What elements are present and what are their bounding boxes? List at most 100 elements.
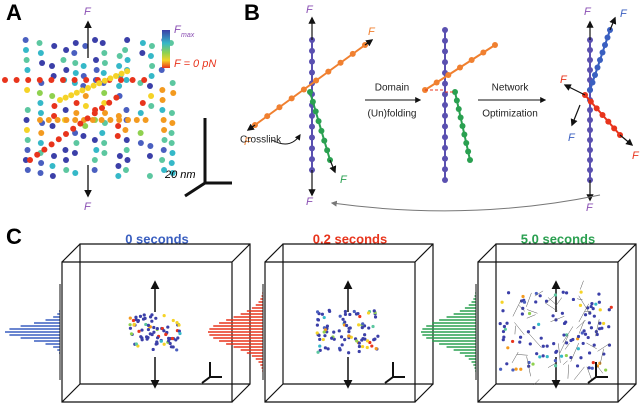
- bead: [519, 368, 522, 371]
- bead: [63, 47, 69, 53]
- bead: [149, 43, 155, 49]
- bead: [27, 157, 33, 163]
- simulation-boxes: 0 seconds0.2 seconds5.0 seconds: [5, 231, 636, 402]
- bead: [25, 167, 31, 173]
- bead: [117, 153, 123, 159]
- bead: [356, 312, 359, 315]
- bead: [175, 348, 178, 351]
- bead: [50, 173, 56, 179]
- force-label: F: [632, 150, 640, 162]
- force-label: F: [584, 6, 592, 18]
- filament: [512, 352, 518, 363]
- force-label: F: [368, 26, 376, 38]
- bead: [72, 77, 78, 83]
- bead: [546, 345, 549, 348]
- bead: [119, 71, 125, 77]
- bead: [501, 309, 504, 312]
- bead: [442, 166, 448, 172]
- bead: [116, 83, 122, 89]
- bead: [597, 57, 603, 63]
- bead: [361, 326, 364, 329]
- bead: [309, 124, 315, 130]
- bead: [587, 117, 593, 123]
- bead: [25, 147, 31, 153]
- bead: [554, 364, 557, 367]
- bead: [80, 133, 86, 139]
- filament: [597, 366, 603, 373]
- box: [265, 244, 433, 402]
- bead: [322, 338, 325, 341]
- force-label: F: [84, 6, 92, 18]
- bead: [343, 321, 346, 324]
- bead: [147, 153, 153, 159]
- bead: [347, 351, 350, 354]
- bead: [156, 342, 159, 345]
- bead: [313, 108, 319, 114]
- bead: [576, 364, 579, 367]
- bead: [523, 301, 526, 304]
- bead: [323, 330, 326, 333]
- filament: [515, 326, 516, 335]
- bead: [38, 140, 44, 146]
- bead: [49, 163, 55, 169]
- bead: [41, 147, 47, 153]
- bead: [163, 314, 166, 317]
- bead: [23, 47, 29, 53]
- bead: [125, 57, 131, 63]
- colorbar: [162, 30, 170, 68]
- figure: A F F F max F = 0 pN 20 nm B FFFFFFFFFFF…: [0, 0, 640, 408]
- bead: [93, 57, 99, 63]
- filament: [514, 322, 524, 334]
- bead: [355, 339, 358, 342]
- bead: [376, 335, 379, 338]
- bead: [339, 315, 342, 318]
- bead: [122, 47, 128, 53]
- bead: [361, 345, 364, 348]
- bead: [327, 347, 330, 350]
- panel-label: C: [6, 224, 22, 249]
- force-label: F: [560, 74, 568, 86]
- bead: [50, 123, 56, 129]
- bead: [442, 38, 448, 44]
- filament: [577, 299, 582, 300]
- bead: [92, 167, 98, 173]
- bead: [582, 342, 585, 345]
- bead: [146, 336, 149, 339]
- bead: [25, 107, 31, 113]
- filament: [568, 365, 569, 379]
- bead: [129, 317, 132, 320]
- bead: [323, 334, 326, 337]
- bead: [318, 128, 324, 134]
- bead: [79, 87, 85, 93]
- bead: [115, 173, 121, 179]
- bead: [92, 37, 98, 43]
- bead: [113, 73, 119, 79]
- bead: [587, 107, 593, 113]
- colorbar-min: F = 0 pN: [174, 58, 216, 70]
- bead: [161, 127, 167, 133]
- bead: [442, 27, 448, 33]
- filament: [558, 343, 560, 362]
- bead: [307, 89, 313, 95]
- bead: [341, 343, 344, 346]
- force-arrow: [572, 105, 580, 125]
- bead: [366, 346, 369, 349]
- filament: [563, 361, 567, 365]
- bead: [48, 77, 54, 83]
- bead: [39, 60, 45, 66]
- bead: [138, 140, 144, 146]
- bead: [579, 356, 582, 359]
- bead: [115, 133, 121, 139]
- bead: [23, 37, 29, 43]
- cycle-arrow: [332, 195, 600, 211]
- bead: [598, 327, 601, 330]
- bead: [132, 319, 135, 322]
- bead: [25, 137, 31, 143]
- bead: [499, 322, 502, 325]
- bead: [445, 72, 451, 78]
- bead: [602, 322, 605, 325]
- bead: [63, 131, 69, 137]
- bead: [96, 80, 102, 86]
- bead: [577, 335, 580, 338]
- bead: [587, 147, 593, 153]
